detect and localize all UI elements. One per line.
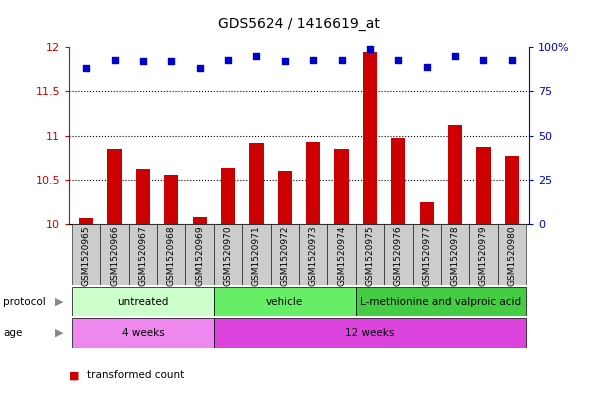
Bar <box>306 142 320 224</box>
FancyBboxPatch shape <box>214 318 526 348</box>
FancyBboxPatch shape <box>441 224 469 285</box>
FancyBboxPatch shape <box>72 224 100 285</box>
Text: L-methionine and valproic acid: L-methionine and valproic acid <box>361 297 522 307</box>
FancyBboxPatch shape <box>129 224 157 285</box>
Point <box>478 56 488 62</box>
Text: GSM1520980: GSM1520980 <box>507 226 516 286</box>
Text: GSM1520975: GSM1520975 <box>365 226 374 286</box>
FancyBboxPatch shape <box>214 224 242 285</box>
FancyBboxPatch shape <box>72 318 214 348</box>
Text: GSM1520970: GSM1520970 <box>224 226 233 286</box>
FancyBboxPatch shape <box>186 224 214 285</box>
FancyBboxPatch shape <box>469 224 498 285</box>
Bar <box>221 168 235 224</box>
Text: 4 weeks: 4 weeks <box>121 328 164 338</box>
FancyBboxPatch shape <box>72 287 214 316</box>
Text: GSM1520973: GSM1520973 <box>309 226 318 286</box>
Text: GSM1520978: GSM1520978 <box>451 226 460 286</box>
FancyBboxPatch shape <box>498 224 526 285</box>
Text: GSM1520974: GSM1520974 <box>337 226 346 286</box>
FancyBboxPatch shape <box>214 287 356 316</box>
Text: transformed count: transformed count <box>87 370 185 380</box>
FancyBboxPatch shape <box>299 224 328 285</box>
FancyBboxPatch shape <box>384 224 412 285</box>
Bar <box>419 202 434 224</box>
Text: GSM1520972: GSM1520972 <box>280 226 289 286</box>
Text: GDS5624 / 1416619_at: GDS5624 / 1416619_at <box>218 17 380 31</box>
Point <box>223 56 233 62</box>
FancyBboxPatch shape <box>270 224 299 285</box>
Text: protocol: protocol <box>3 297 46 307</box>
FancyBboxPatch shape <box>328 224 356 285</box>
Text: 12 weeks: 12 weeks <box>345 328 395 338</box>
Bar <box>136 169 150 224</box>
Bar <box>108 149 121 224</box>
Bar <box>79 218 93 224</box>
Text: GSM1520977: GSM1520977 <box>423 226 431 286</box>
Bar <box>505 156 519 224</box>
Bar <box>192 217 207 224</box>
Text: vehicle: vehicle <box>266 297 304 307</box>
Point <box>138 58 148 64</box>
FancyBboxPatch shape <box>356 287 526 316</box>
Bar <box>249 143 263 224</box>
Text: GSM1520971: GSM1520971 <box>252 226 261 286</box>
Point <box>252 53 261 59</box>
Bar <box>448 125 462 224</box>
Point <box>166 58 176 64</box>
Text: GSM1520967: GSM1520967 <box>138 226 147 286</box>
FancyBboxPatch shape <box>157 224 186 285</box>
FancyBboxPatch shape <box>242 224 270 285</box>
Point <box>450 53 460 59</box>
FancyBboxPatch shape <box>100 224 129 285</box>
Text: GSM1520969: GSM1520969 <box>195 226 204 286</box>
Text: ▶: ▶ <box>55 328 64 338</box>
Bar <box>164 175 178 224</box>
Point <box>195 65 204 72</box>
Bar <box>477 147 490 224</box>
Bar <box>278 171 292 224</box>
Point <box>110 56 120 62</box>
Point <box>308 56 318 62</box>
Point <box>280 58 290 64</box>
Bar <box>363 51 377 224</box>
Text: GSM1520965: GSM1520965 <box>82 226 91 286</box>
Text: GSM1520976: GSM1520976 <box>394 226 403 286</box>
Text: GSM1520968: GSM1520968 <box>167 226 175 286</box>
FancyBboxPatch shape <box>412 224 441 285</box>
Point <box>422 64 432 70</box>
Point <box>394 56 403 62</box>
Text: GSM1520979: GSM1520979 <box>479 226 488 286</box>
Text: age: age <box>3 328 22 338</box>
Text: GSM1520966: GSM1520966 <box>110 226 119 286</box>
Point <box>81 65 91 72</box>
Point <box>365 46 375 52</box>
Point <box>337 56 346 62</box>
Text: untreated: untreated <box>117 297 169 307</box>
Text: ■: ■ <box>69 370 79 380</box>
Bar <box>391 138 406 224</box>
Point <box>507 56 517 62</box>
FancyBboxPatch shape <box>356 224 384 285</box>
Bar <box>335 149 349 224</box>
Text: ▶: ▶ <box>55 297 64 307</box>
